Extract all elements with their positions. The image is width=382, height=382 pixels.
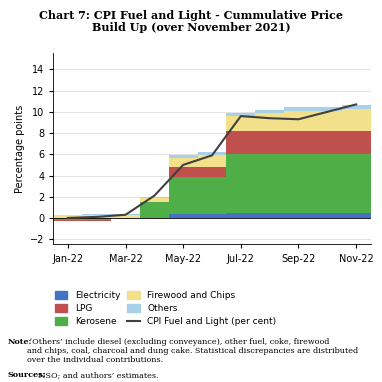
Bar: [169, 214, 197, 218]
Bar: [255, 131, 284, 154]
Bar: [197, 167, 227, 176]
Bar: [53, 220, 82, 221]
Legend: Electricity, LPG, Kerosene, Firewood and Chips, Others, CPI Fuel and Light (per : Electricity, LPG, Kerosene, Firewood and…: [55, 291, 277, 326]
Bar: [82, 220, 111, 221]
Bar: [284, 131, 313, 154]
Bar: [111, 218, 140, 219]
Bar: [342, 213, 371, 218]
Bar: [169, 158, 197, 167]
Bar: [169, 176, 197, 214]
Bar: [140, 197, 169, 198]
Bar: [197, 214, 227, 218]
Bar: [227, 213, 255, 218]
Bar: [342, 131, 371, 154]
Bar: [313, 111, 342, 131]
Text: Chart 7: CPI Fuel and Light - Cummulative Price
Build Up (over November 2021): Chart 7: CPI Fuel and Light - Cummulativ…: [39, 10, 343, 33]
Bar: [313, 131, 342, 154]
Bar: [169, 167, 197, 176]
Bar: [227, 154, 255, 213]
Bar: [342, 105, 371, 108]
Bar: [313, 154, 342, 213]
Bar: [53, 218, 82, 220]
Bar: [227, 131, 255, 154]
Bar: [53, 215, 82, 218]
Bar: [111, 214, 140, 215]
Bar: [342, 154, 371, 213]
Bar: [82, 214, 111, 215]
Text: Sources:: Sources:: [8, 371, 46, 379]
Bar: [284, 213, 313, 218]
Bar: [255, 213, 284, 218]
Bar: [140, 198, 169, 202]
Bar: [227, 116, 255, 131]
Bar: [111, 215, 140, 218]
Bar: [313, 213, 342, 218]
Bar: [227, 113, 255, 116]
Bar: [284, 154, 313, 213]
Text: Note:: Note:: [8, 338, 32, 346]
Bar: [284, 107, 313, 111]
Bar: [255, 113, 284, 131]
Bar: [284, 111, 313, 131]
Bar: [255, 110, 284, 113]
Bar: [342, 108, 371, 131]
Bar: [255, 154, 284, 213]
Bar: [82, 215, 111, 218]
Bar: [197, 176, 227, 214]
Text: ‘Others’ include diesel (excluding conveyance), other fuel, coke, firewood
and c: ‘Others’ include diesel (excluding conve…: [27, 338, 358, 364]
Y-axis label: Percentage points: Percentage points: [15, 105, 24, 193]
Bar: [313, 107, 342, 111]
Bar: [197, 155, 227, 167]
Text: NSO; and authors’ estimates.: NSO; and authors’ estimates.: [36, 371, 159, 379]
Bar: [140, 202, 169, 218]
Bar: [169, 155, 197, 158]
Bar: [82, 218, 111, 220]
Bar: [197, 152, 227, 155]
